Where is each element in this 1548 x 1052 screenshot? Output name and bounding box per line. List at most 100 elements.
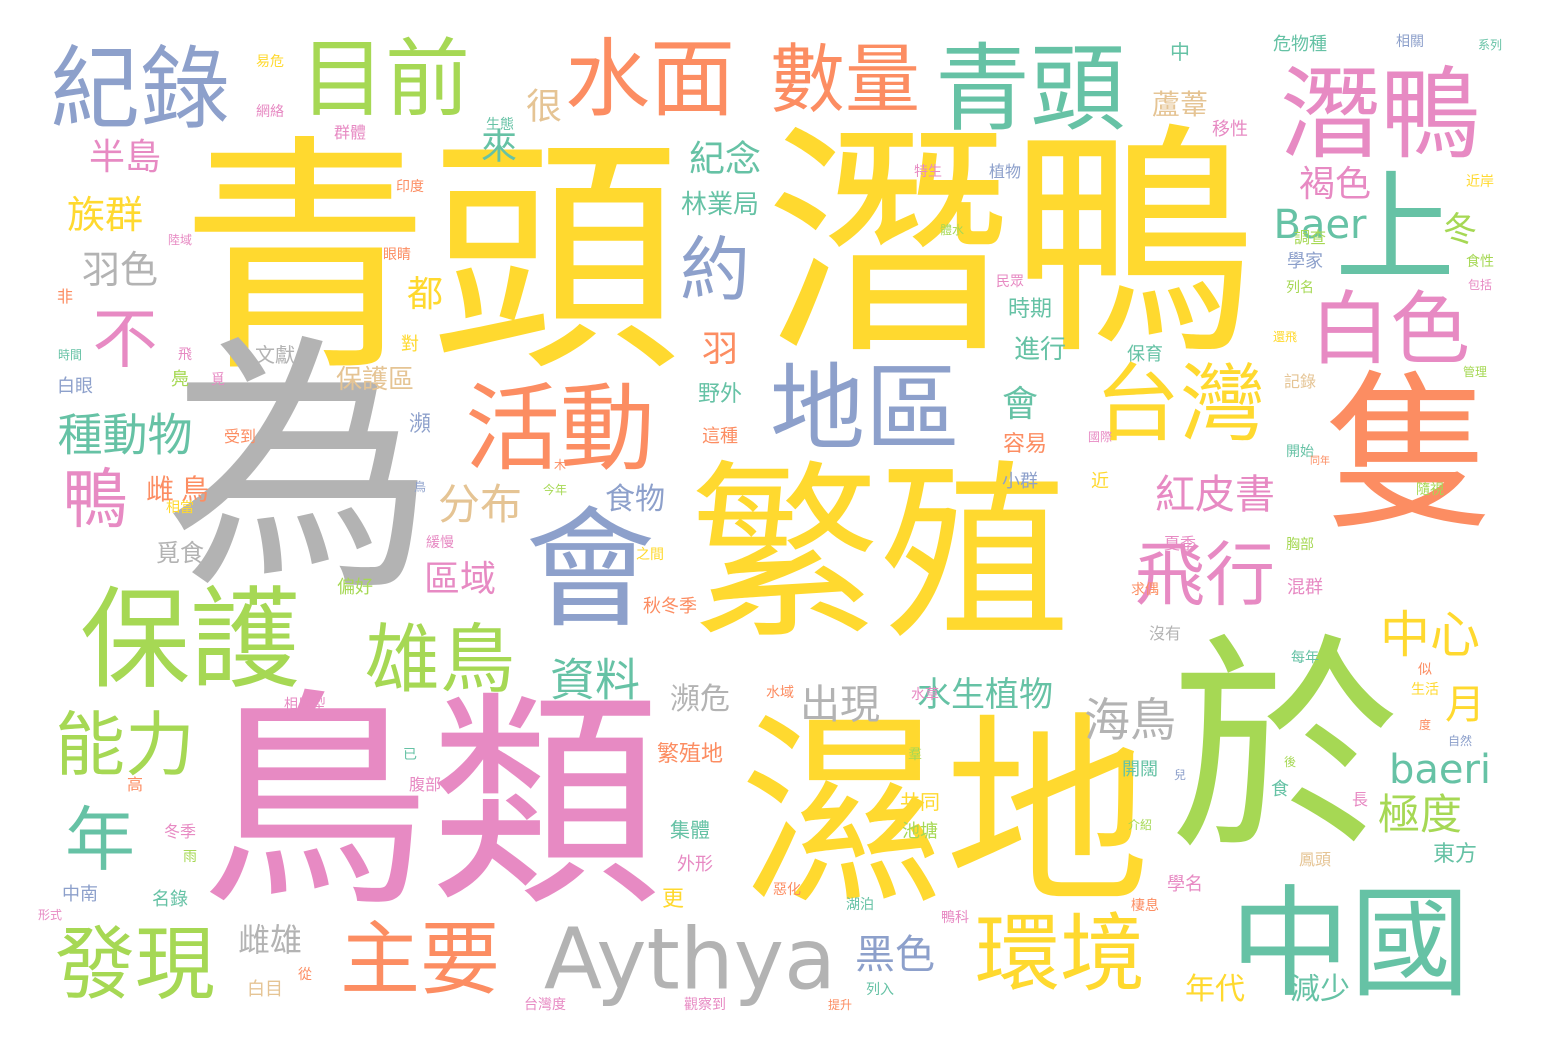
cloud-word: 秋冬季	[643, 596, 697, 617]
cloud-word: 會	[524, 494, 656, 646]
cloud-word: 青頭	[180, 114, 680, 405]
cloud-word: 鴨	[62, 462, 128, 538]
cloud-word: 蘆葦	[1151, 88, 1209, 121]
cloud-word: 上	[1335, 160, 1455, 299]
cloud-word: 池塘	[902, 821, 938, 842]
cloud-word: 出現	[800, 682, 880, 728]
cloud-word: 族群	[66, 193, 144, 237]
cloud-word: 民眾	[996, 274, 1024, 290]
cloud-word: 似	[1418, 662, 1432, 678]
cloud-word: 雌雄	[237, 921, 303, 959]
cloud-word: 調查	[1293, 228, 1327, 247]
cloud-word: 高	[126, 775, 144, 794]
cloud-word: 區域	[423, 559, 497, 600]
cloud-word: 沒有	[1148, 624, 1182, 643]
cloud-word: 潛鴨	[1280, 56, 1480, 173]
cloud-word: 瀕	[408, 412, 432, 437]
cloud-word: 水面	[564, 30, 736, 130]
cloud-word: 資料	[549, 653, 641, 707]
cloud-word: 食性	[1466, 254, 1494, 270]
cloud-word: 惡化	[773, 882, 801, 898]
cloud-word: baeri	[1388, 747, 1492, 793]
cloud-word: 繁殖	[689, 444, 1071, 665]
cloud-word: 近	[1091, 471, 1109, 492]
cloud-word: 羽色	[81, 248, 159, 292]
cloud-word: 形式	[37, 908, 63, 922]
cloud-word: 白眼	[57, 376, 93, 397]
cloud-word: 緩慢	[426, 535, 454, 551]
cloud-word: 食物	[605, 482, 665, 517]
cloud-word: 林業局	[680, 190, 760, 220]
cloud-word: 印度	[396, 179, 424, 195]
cloud-word: 文獻	[255, 343, 295, 367]
cloud-word: 會	[1001, 384, 1039, 425]
cloud-word: 來	[475, 127, 516, 163]
cloud-word: 自然	[1447, 734, 1473, 748]
cloud-word: 對	[401, 334, 419, 355]
cloud-word: 隨視	[1416, 482, 1444, 498]
cloud-word: 東方	[1432, 842, 1478, 867]
cloud-word: 相關	[1396, 34, 1424, 50]
cloud-word: 易危	[256, 54, 284, 70]
cloud-word: 濕地	[740, 695, 1150, 934]
cloud-word: 學家	[1287, 251, 1323, 272]
cloud-word: 飛	[178, 347, 192, 363]
cloud-word: 兒	[1173, 768, 1187, 782]
cloud-word: 管理	[1462, 365, 1488, 379]
cloud-word: 長	[1351, 790, 1369, 809]
cloud-word: 特生	[914, 164, 942, 180]
cloud-word: 鳥	[180, 473, 210, 506]
cloud-word: 保護區	[335, 365, 415, 395]
cloud-word: 白色	[1310, 283, 1470, 376]
cloud-word: 年	[65, 799, 135, 881]
cloud-word: 紀念	[688, 139, 762, 180]
cloud-word: 今年	[542, 483, 568, 497]
cloud-word: 覓食	[156, 539, 204, 567]
cloud-word: 食	[1271, 779, 1289, 800]
cloud-word: 紅皮書	[1155, 472, 1275, 518]
cloud-word: 相異型	[284, 697, 326, 713]
cloud-word: 野外	[697, 382, 743, 407]
cloud-word: 潛鴨	[765, 102, 1255, 388]
cloud-word: 隻	[1324, 356, 1496, 554]
cloud-word: Aythya	[543, 910, 837, 1010]
cloud-word: 容易	[1002, 432, 1048, 457]
cloud-word: 求偶	[1131, 582, 1159, 598]
cloud-word: Baer	[1273, 202, 1367, 248]
cloud-word: 之間	[636, 547, 664, 563]
cloud-word: 學名	[1167, 874, 1203, 895]
cloud-word: 白目	[247, 979, 283, 1000]
cloud-word: 腹部	[408, 775, 442, 794]
cloud-word: 活動	[464, 374, 656, 485]
cloud-word: 還飛	[1272, 330, 1298, 344]
cloud-word: 開闊	[1122, 759, 1158, 780]
cloud-word: 能力	[55, 704, 195, 786]
cloud-word: 保育	[1127, 344, 1163, 365]
cloud-word: 半島	[88, 137, 162, 178]
cloud-word: 發現	[55, 918, 215, 1011]
cloud-word: 提升	[827, 998, 853, 1012]
cloud-word: 水生植物	[917, 675, 1053, 715]
cloud-word: 時間	[57, 348, 83, 362]
cloud-word: 同年	[1310, 456, 1330, 467]
cloud-word: 褐色	[1298, 164, 1372, 205]
cloud-word: 很	[520, 87, 561, 123]
cloud-word: 棲息	[1131, 898, 1159, 914]
cloud-word: 移性	[1212, 119, 1248, 140]
cloud-word: 網絡	[256, 104, 284, 120]
cloud-word: 保護	[80, 576, 300, 704]
cloud-word: 受到	[223, 427, 257, 446]
cloud-word: 中	[1170, 40, 1190, 64]
cloud-word: 進行	[1013, 335, 1067, 365]
cloud-word: 都	[406, 274, 444, 315]
cloud-word: 冬季	[163, 822, 197, 841]
cloud-word: 介紹	[1127, 818, 1153, 832]
cloud-word: 國際	[1087, 430, 1113, 444]
cloud-word: 木	[553, 458, 567, 472]
cloud-word: 台灣度	[524, 997, 566, 1013]
cloud-word: 混群	[1287, 577, 1323, 598]
cloud-word: 眼睛	[383, 247, 411, 263]
cloud-word: 偏好	[337, 577, 373, 598]
cloud-word: 列名	[1286, 280, 1314, 296]
cloud-word: 鳥類	[199, 671, 661, 938]
